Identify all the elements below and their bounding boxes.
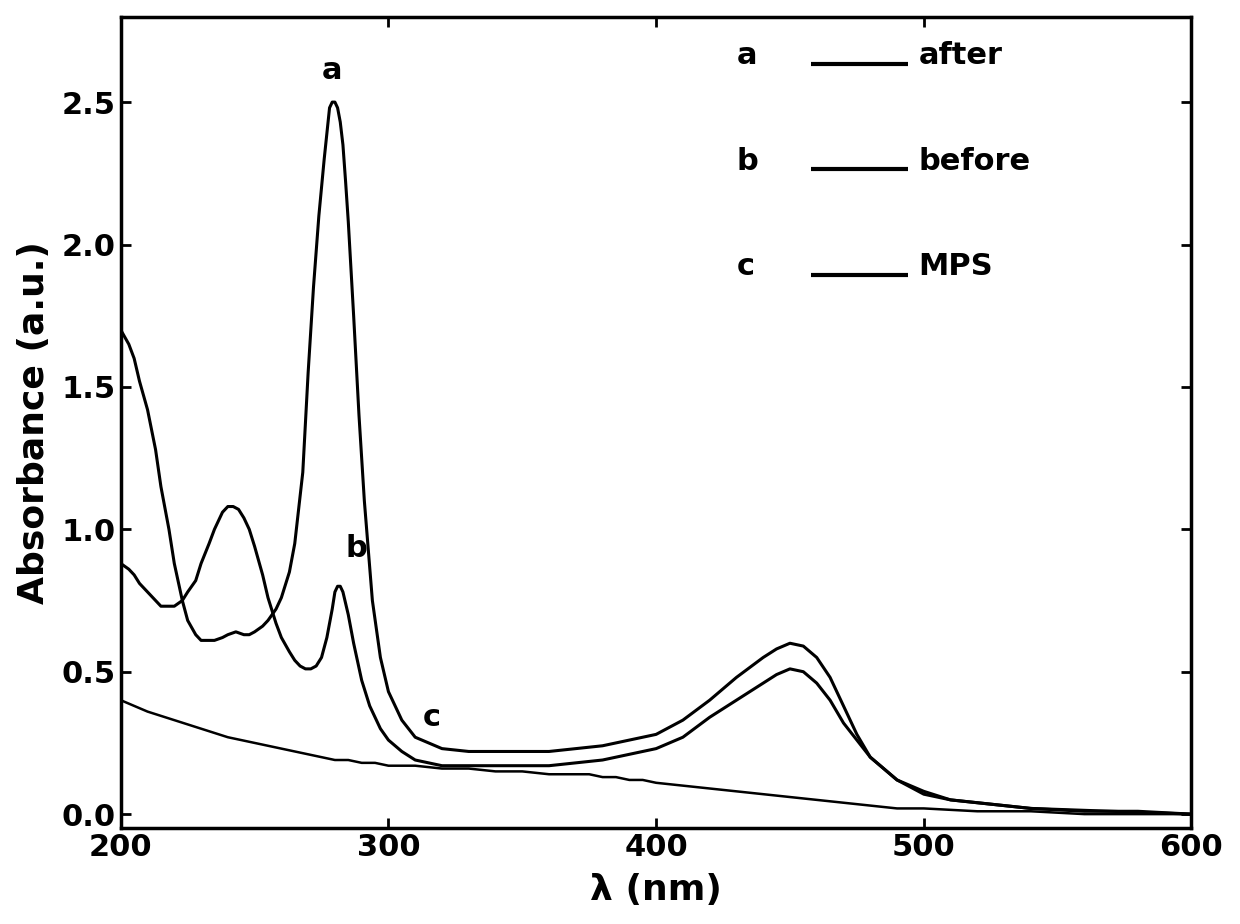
X-axis label: λ (nm): λ (nm): [590, 873, 722, 907]
Text: before: before: [919, 147, 1030, 176]
Text: a: a: [322, 56, 342, 85]
Text: MPS: MPS: [919, 252, 993, 281]
Text: b: b: [737, 147, 758, 176]
Text: c: c: [423, 703, 441, 732]
Text: after: after: [919, 41, 1002, 70]
Text: b: b: [346, 534, 367, 564]
Text: c: c: [737, 252, 754, 281]
Y-axis label: Absorbance (a.u.): Absorbance (a.u.): [16, 241, 51, 604]
Text: a: a: [737, 41, 756, 70]
